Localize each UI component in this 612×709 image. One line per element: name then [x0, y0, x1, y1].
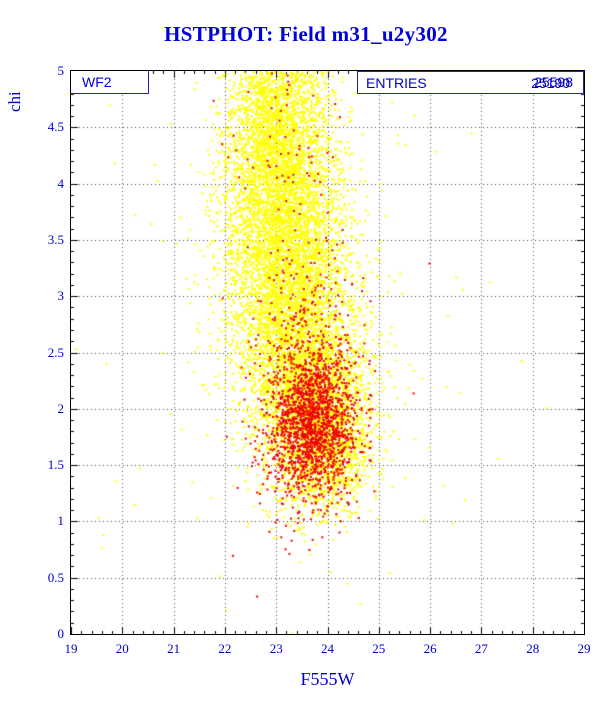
- x-tick-label: 27: [474, 641, 488, 656]
- entries-value-overlap: 25190: [531, 75, 570, 91]
- figure-title: HSTPHOT: Field m31_u2y302: [164, 22, 448, 46]
- x-tick-label: 25: [372, 641, 386, 656]
- x-tick-label: 28: [526, 641, 540, 656]
- x-tick-label: 21: [167, 641, 181, 656]
- y-tick-label: 4: [57, 175, 65, 191]
- x-tick-label: 20: [115, 641, 129, 656]
- y-tick-label: 2.5: [47, 344, 64, 360]
- y-tick-label: 3: [57, 288, 65, 304]
- y-tick-label: 3.5: [47, 231, 64, 247]
- x-tick-label: 19: [64, 641, 78, 656]
- x-tick-label: 22: [218, 641, 232, 656]
- x-tick-label: 29: [577, 641, 591, 656]
- entries-value: 25598: [534, 74, 573, 90]
- detector-label: WF2: [82, 74, 112, 90]
- y-tick-label: 1.5: [47, 457, 64, 473]
- plot-frame: [70, 70, 585, 635]
- y-tick-label: 5: [57, 63, 65, 78]
- y-tick-label: 1: [57, 513, 65, 529]
- y-tick-label: 4.5: [47, 119, 64, 135]
- detector-box: WF2: [71, 71, 149, 94]
- entries-values: 25598 25190: [531, 72, 573, 93]
- scatter-canvas: [71, 71, 584, 634]
- y-axis-label: chi: [5, 91, 24, 113]
- x-axis-label: F555W: [300, 669, 355, 689]
- entries-label: ENTRIES: [366, 74, 427, 91]
- x-tick-label: 26: [423, 641, 437, 656]
- y-tick-label: 2: [57, 400, 65, 416]
- entries-box: ENTRIES 25598 25190: [357, 71, 584, 94]
- x-tick-label: 23: [269, 641, 283, 656]
- y-tick-label: 0: [57, 626, 65, 641]
- y-tick-label: 0.5: [47, 569, 64, 585]
- x-tick-label: 24: [321, 641, 334, 656]
